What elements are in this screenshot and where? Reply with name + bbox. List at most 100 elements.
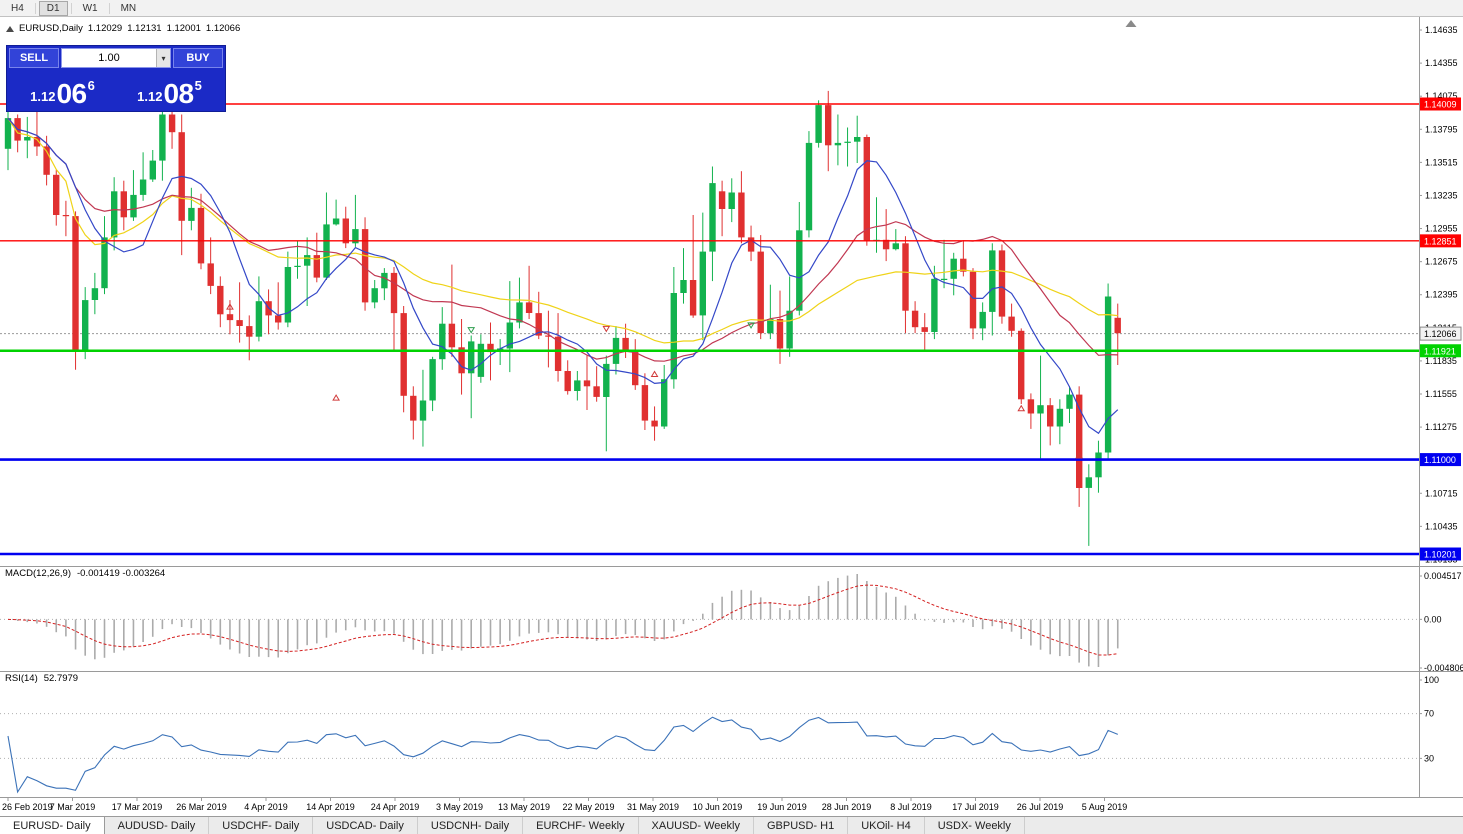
svg-text:17 Jul 2019: 17 Jul 2019 bbox=[952, 802, 999, 812]
price-tag: 1.11921 bbox=[1420, 344, 1461, 358]
svg-text:1.12066: 1.12066 bbox=[1424, 329, 1457, 339]
chart-tab-gbpusd[interactable]: GBPUSD- H1 bbox=[753, 817, 849, 834]
svg-text:30: 30 bbox=[1424, 753, 1434, 763]
chart-ohlc-header: EURUSD,Daily 1.12029 1.12131 1.12001 1.1… bbox=[6, 23, 240, 34]
svg-text:1.13795: 1.13795 bbox=[1425, 124, 1458, 134]
svg-text:1.14355: 1.14355 bbox=[1425, 58, 1458, 68]
svg-text:1.11835: 1.11835 bbox=[1425, 356, 1457, 366]
ohlc-low: 1.12001 bbox=[166, 23, 201, 34]
buy-price-big: 08 bbox=[163, 78, 194, 110]
svg-text:1.13235: 1.13235 bbox=[1425, 190, 1458, 200]
rsi-pane: 100 70 30 bbox=[0, 675, 1439, 794]
timeframe-button-h4[interactable]: H4 bbox=[11, 2, 24, 14]
price-tag: 1.10201 bbox=[1420, 547, 1461, 561]
chart-tab-eurchf[interactable]: EURCHF- Weekly bbox=[523, 817, 639, 834]
toolbar-separator bbox=[108, 2, 110, 14]
chart-tab-usdcnh[interactable]: USDCNH- Daily bbox=[417, 817, 524, 834]
svg-text:19 Jun 2019: 19 Jun 2019 bbox=[757, 802, 807, 812]
svg-text:1.11275: 1.11275 bbox=[1425, 422, 1457, 432]
svg-text:4 Apr 2019: 4 Apr 2019 bbox=[244, 802, 288, 812]
rsi-value: 52.7979 bbox=[43, 673, 79, 684]
chart-symbol-label: EURUSD,Daily bbox=[19, 23, 83, 34]
chart-tab-eurusd[interactable]: EURUSD- Daily bbox=[0, 817, 105, 834]
svg-text:0.00: 0.00 bbox=[1424, 614, 1442, 624]
svg-text:1.11000: 1.11000 bbox=[1424, 455, 1456, 465]
svg-text:0.004517: 0.004517 bbox=[1424, 571, 1462, 581]
price-tag: 1.11000 bbox=[1420, 453, 1461, 467]
rsi-title: RSI(14) bbox=[5, 673, 38, 684]
buy-price-sup: 5 bbox=[194, 78, 202, 93]
volume-input[interactable]: 1.00 ▾ bbox=[61, 48, 171, 68]
sell-price[interactable]: 1.12 06 6 bbox=[9, 68, 116, 109]
svg-text:1.11921: 1.11921 bbox=[1424, 346, 1456, 356]
timeframe-button-w1[interactable]: W1 bbox=[82, 2, 98, 14]
svg-text:1.10435: 1.10435 bbox=[1425, 521, 1458, 531]
chart-tab-usdchf[interactable]: USDCHF- Daily bbox=[209, 817, 314, 834]
svg-text:1.13515: 1.13515 bbox=[1425, 157, 1458, 167]
price-tag: 1.14009 bbox=[1420, 97, 1461, 111]
svg-text:8 Jul 2019: 8 Jul 2019 bbox=[890, 802, 932, 812]
svg-text:3 May 2019: 3 May 2019 bbox=[436, 802, 483, 812]
toolbar-separator bbox=[34, 2, 36, 14]
timeframe-button-d1[interactable]: D1 bbox=[38, 0, 68, 16]
svg-text:70: 70 bbox=[1424, 709, 1434, 719]
macd-pane: 0.004517 0.00 -0.004806 bbox=[0, 571, 1463, 673]
svg-text:100: 100 bbox=[1424, 675, 1439, 685]
svg-text:1.12851: 1.12851 bbox=[1424, 236, 1457, 246]
svg-text:10 Jun 2019: 10 Jun 2019 bbox=[693, 802, 743, 812]
svg-text:1.11555: 1.11555 bbox=[1425, 389, 1457, 399]
ohlc-open: 1.12029 bbox=[87, 23, 123, 34]
svg-text:-0.004806: -0.004806 bbox=[1424, 663, 1463, 673]
ohlc-high: 1.12131 bbox=[127, 23, 162, 34]
svg-text:17 Mar 2019: 17 Mar 2019 bbox=[112, 802, 163, 812]
volume-value[interactable]: 1.00 bbox=[98, 52, 120, 64]
toolbar-separator bbox=[70, 2, 72, 14]
chart-tab-xauusd[interactable]: XAUUSD- Weekly bbox=[638, 817, 754, 834]
timeframe-button-mn[interactable]: MN bbox=[120, 2, 137, 14]
volume-dropdown-icon[interactable]: ▾ bbox=[156, 49, 170, 67]
chart-shift-marker bbox=[1125, 20, 1137, 27]
buy-price[interactable]: 1.12 08 5 bbox=[116, 68, 223, 109]
svg-text:1.12675: 1.12675 bbox=[1425, 257, 1458, 267]
svg-text:1.12955: 1.12955 bbox=[1425, 224, 1458, 234]
svg-text:1.14009: 1.14009 bbox=[1424, 100, 1457, 110]
trade-panel-collapse-icon[interactable] bbox=[6, 25, 14, 32]
one-click-trade-panel: SELL 1.00 ▾ BUY 1.12 06 6 1.12 08 5 bbox=[6, 45, 226, 112]
sell-button[interactable]: SELL bbox=[9, 48, 59, 68]
macd-title: MACD(12,26,9) bbox=[5, 568, 71, 579]
sell-price-big: 06 bbox=[56, 78, 87, 110]
chart-tab-usdx[interactable]: USDX- Weekly bbox=[924, 817, 1025, 834]
svg-text:14 Apr 2019: 14 Apr 2019 bbox=[306, 802, 355, 812]
ohlc-close: 1.12066 bbox=[205, 23, 241, 34]
svg-text:22 May 2019: 22 May 2019 bbox=[562, 802, 614, 812]
chart-tab-ukoil[interactable]: UKOil- H4 bbox=[848, 817, 925, 834]
svg-text:7 Mar 2019: 7 Mar 2019 bbox=[50, 802, 96, 812]
chart-canvas[interactable]: 1.14635 1.14355 1.14075 1.13795 1.13515 1.132… bbox=[0, 17, 1463, 816]
svg-text:1.10201: 1.10201 bbox=[1424, 550, 1457, 560]
svg-text:26 Feb 2019: 26 Feb 2019 bbox=[2, 802, 53, 812]
pane-separators bbox=[0, 17, 1463, 798]
svg-text:1.10715: 1.10715 bbox=[1425, 488, 1458, 498]
chart-tab-usdcad[interactable]: USDCAD- Daily bbox=[313, 817, 418, 834]
svg-text:31 May 2019: 31 May 2019 bbox=[627, 802, 679, 812]
trade-arrows bbox=[226, 303, 1084, 459]
rsi-header: RSI(14) 52.7979 bbox=[5, 673, 78, 684]
chart-tab-audusd[interactable]: AUDUSD- Daily bbox=[104, 817, 210, 834]
buy-price-prefix: 1.12 bbox=[137, 89, 163, 104]
price-level-lines bbox=[0, 103, 1419, 556]
svg-text:28 Jun 2019: 28 Jun 2019 bbox=[822, 802, 872, 812]
svg-text:26 Mar 2019: 26 Mar 2019 bbox=[176, 802, 227, 812]
svg-text:1.14075: 1.14075 bbox=[1425, 91, 1458, 101]
svg-text:13 May 2019: 13 May 2019 bbox=[498, 802, 550, 812]
chart-tabs-bar: EURUSD- Daily AUDUSD- Daily USDCHF- Daily U… bbox=[0, 816, 1463, 834]
svg-text:1.14635: 1.14635 bbox=[1425, 25, 1458, 35]
price-tag: 1.12851 bbox=[1420, 234, 1461, 248]
buy-button[interactable]: BUY bbox=[173, 48, 223, 68]
svg-text:5 Aug 2019: 5 Aug 2019 bbox=[1082, 802, 1128, 812]
svg-text:1.12395: 1.12395 bbox=[1425, 290, 1458, 300]
svg-text:26 Jul 2019: 26 Jul 2019 bbox=[1017, 802, 1064, 812]
svg-text:24 Apr 2019: 24 Apr 2019 bbox=[371, 802, 420, 812]
sell-price-sup: 6 bbox=[87, 78, 95, 93]
price-tag: 1.12066 bbox=[1419, 326, 1462, 341]
